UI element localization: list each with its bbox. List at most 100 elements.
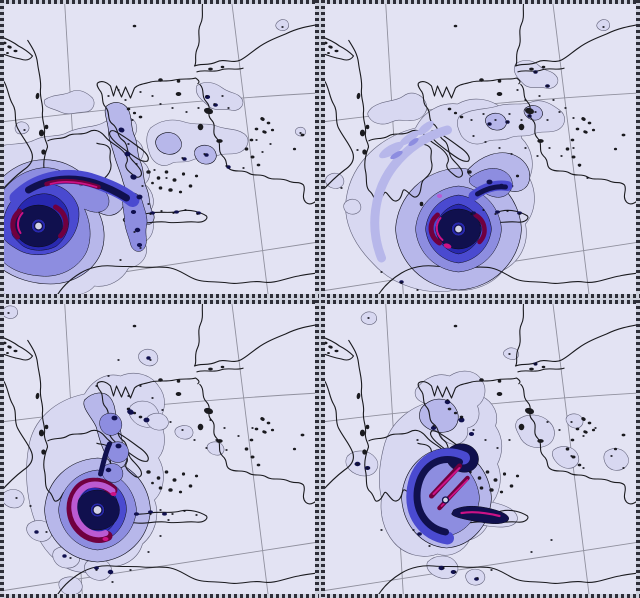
contour-spot [417,532,422,536]
island [178,190,183,194]
island [565,147,570,151]
contour-fill-L3 [122,192,148,252]
island [158,78,163,82]
island [479,378,484,382]
island [467,170,472,174]
rainband-arc-R [435,217,444,241]
contour-spot [111,415,118,421]
island [208,67,213,71]
island [216,439,223,443]
contour-speck [582,467,585,469]
contour-speck [472,135,475,137]
rainband-arc-M [53,204,69,239]
island [44,124,49,130]
island [41,149,46,155]
graticule-line [231,0,269,298]
island [479,486,484,490]
contour-speck [496,447,499,449]
contour-fill-L1 [603,448,629,471]
contour-speck [149,513,152,515]
island [172,178,177,182]
contour-speck [528,115,531,117]
contour-fill-L1 [565,413,584,429]
island [270,128,275,132]
contour-speck [95,385,98,387]
contour-speck [476,577,479,579]
contour-speck [536,155,539,157]
coastline [417,382,452,459]
contour-fill-L1 [343,198,362,215]
contour-speck [225,449,228,451]
contour-speck [610,455,613,457]
island [362,449,367,455]
contour-spot [458,417,465,423]
contour-speck [131,119,134,121]
island [35,92,40,100]
contour-speck [193,439,196,441]
contour-speck [45,531,48,533]
contour-speck [454,571,457,573]
island [175,392,182,396]
coastline [418,77,521,99]
island [203,107,214,115]
island [44,424,49,430]
island [300,433,305,437]
contour-speck [340,187,343,189]
contour-speck [196,213,199,215]
contour-spot [127,409,134,415]
contour-speck [261,151,264,153]
island [216,139,223,143]
island [515,474,520,478]
contour-fill-L1 [174,425,194,440]
island [323,41,328,45]
contour-speck [139,91,142,93]
contour-fill-L1 [146,412,169,431]
contour-speck [183,510,186,512]
rainband-arc-R [16,212,24,234]
contour-speck [139,247,142,249]
island [356,392,361,400]
island [453,411,458,415]
island [13,349,18,353]
contour-speck [416,289,419,291]
island [496,92,503,96]
coastline [520,83,640,205]
island [529,67,534,71]
contour-spot [444,399,451,405]
contour-speck [412,529,415,531]
contour-speck [205,95,208,97]
island [524,407,535,415]
contour-speck [578,165,581,167]
contour-speck [209,419,212,421]
contour-speck [508,113,511,115]
island [6,352,9,354]
island [509,484,514,488]
island [249,438,254,442]
island [146,470,151,474]
coastline [517,67,565,73]
contour-speck [171,107,174,109]
coastline [321,335,355,361]
contour-speck [129,569,132,571]
contour-speck [572,117,575,119]
contour-spot [399,130,420,146]
island [38,429,45,437]
contour-spot [102,537,109,541]
island [493,478,498,482]
coastline [97,77,200,99]
island [132,111,137,115]
coastline [96,82,131,159]
contour-speck [153,169,156,171]
contour-speck [570,421,573,423]
contour-speck [428,545,431,547]
contour-speck [558,111,561,113]
contour-speck [546,85,549,87]
map-panel-bottom-left [0,300,319,598]
contour-speck [117,359,120,361]
contour-spot [174,210,179,214]
contour-speck [124,99,127,101]
contour-spot [495,210,500,214]
island [266,121,271,125]
rainband-arc-M [428,212,442,246]
coastline [0,335,34,361]
